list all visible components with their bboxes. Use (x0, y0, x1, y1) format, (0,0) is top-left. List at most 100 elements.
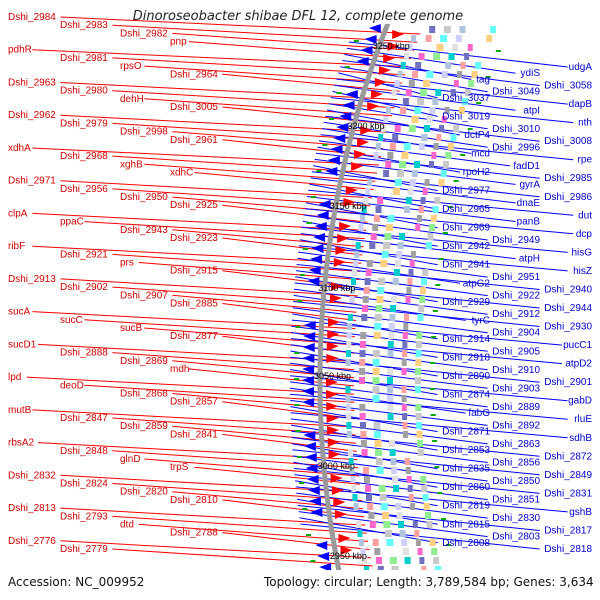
gene-label[interactable]: Dshi_2941 (442, 260, 490, 271)
gene-label[interactable]: tyrC (472, 315, 490, 326)
gene-label[interactable]: Dshi_2998 (120, 127, 168, 138)
gene-label[interactable]: Dshi_2942 (442, 241, 490, 252)
gene-label[interactable]: hisZ (573, 266, 592, 277)
gene-label[interactable]: Dshi_2965 (442, 204, 490, 215)
gene-label[interactable]: sdhB (569, 433, 592, 444)
gene-label[interactable]: Dshi_2889 (492, 402, 540, 413)
gene-label[interactable]: Dshi_2849 (544, 470, 592, 481)
gene-label[interactable]: atpH (519, 254, 540, 265)
gene-label[interactable]: Dshi_2810 (170, 495, 218, 506)
gene-label[interactable]: Dshi_2910 (492, 365, 540, 376)
gene-label[interactable]: Dshi_2779 (60, 544, 108, 555)
gene-label[interactable]: Dshi_2922 (492, 291, 540, 302)
gene-label[interactable]: Dshi_3037 (442, 93, 490, 104)
gene-label[interactable]: Dshi_2872 (544, 451, 592, 462)
gene-label[interactable]: dtd (120, 519, 134, 530)
gene-label[interactable]: Dshi_2963 (8, 78, 56, 89)
gene-label[interactable]: Dshi_2971 (8, 176, 56, 187)
gene-label[interactable]: Dshi_2913 (8, 274, 56, 285)
gene-label[interactable]: deoD (60, 380, 84, 391)
gene-label[interactable]: gshB (569, 507, 592, 518)
gene-label[interactable]: Dshi_3058 (544, 81, 592, 92)
gene-label[interactable]: rbsA2 (8, 438, 35, 449)
gene-label[interactable]: Dshi_2860 (442, 482, 490, 493)
gene-label[interactable]: ribF (8, 241, 25, 252)
gene-label[interactable]: pucC1 (563, 340, 592, 351)
gene-label[interactable]: Dshi_2848 (60, 446, 108, 457)
gene-label[interactable]: lpd (8, 372, 21, 383)
gene-label[interactable]: Dshi_3019 (442, 111, 490, 122)
gene-label[interactable]: Dshi_2961 (170, 135, 218, 146)
gene-label[interactable]: Dshi_2874 (442, 390, 490, 401)
gene-label[interactable]: tag (476, 74, 490, 85)
gene-label[interactable]: mdh (170, 364, 189, 375)
gene-label[interactable]: dehH (120, 94, 144, 105)
gene-label[interactable]: Dshi_2815 (442, 519, 490, 530)
gene-label[interactable]: xdhA (8, 143, 31, 154)
gene-label[interactable]: Dshi_2819 (442, 501, 490, 512)
gene-label[interactable]: Dshi_2981 (60, 53, 108, 64)
gene-label[interactable]: sucD1 (8, 339, 37, 350)
gene-label[interactable]: glnD (120, 454, 141, 465)
gene-label[interactable]: Dshi_2835 (442, 464, 490, 475)
gene-label[interactable]: dcp (576, 229, 593, 240)
gene-label[interactable]: gyrA (519, 179, 540, 190)
gene-label[interactable]: Dshi_2850 (492, 476, 540, 487)
gene-label[interactable]: Dshi_3049 (492, 87, 540, 98)
gene-label[interactable]: Dshi_2980 (60, 86, 108, 97)
gene-label[interactable]: dctP4 (464, 130, 490, 141)
gene-label[interactable]: Dshi_2996 (492, 142, 540, 153)
gene-label[interactable]: mutB (8, 405, 32, 416)
gene-label[interactable]: Dshi_2985 (544, 173, 592, 184)
gene-label[interactable]: ydiS (521, 68, 541, 79)
gene-label[interactable]: Dshi_2979 (60, 118, 108, 129)
gene-label[interactable]: panB (517, 217, 541, 228)
gene-label[interactable]: rluE (574, 414, 592, 425)
gene-label[interactable]: Dshi_2905 (492, 346, 540, 357)
gene-label[interactable]: Dshi_2929 (442, 297, 490, 308)
gene-label[interactable]: Dshi_2950 (120, 192, 168, 203)
gene-label[interactable]: clpA (8, 208, 28, 219)
gene-label[interactable]: nth (578, 118, 592, 129)
gene-label[interactable]: Dshi_2885 (170, 299, 218, 310)
gene-label[interactable]: Dshi_2982 (120, 28, 168, 39)
gene-label[interactable]: Dshi_2986 (544, 192, 592, 203)
gene-label[interactable]: Dshi_2902 (60, 282, 108, 293)
gene-label[interactable]: Dshi_2824 (60, 479, 108, 490)
gene-label[interactable]: Dshi_2969 (442, 223, 490, 234)
gene-label[interactable]: atpI (523, 105, 540, 116)
gene-label[interactable]: Dshi_2856 (492, 458, 540, 469)
gene-label[interactable]: Dshi_2877 (170, 331, 218, 342)
gene-label[interactable]: Dshi_2803 (492, 532, 540, 543)
gene-label[interactable]: Dshi_2914 (442, 334, 490, 345)
gene-label[interactable]: Dshi_2788 (170, 528, 218, 539)
gene-label[interactable]: Dshi_2857 (170, 397, 218, 408)
gene-label[interactable]: fabG (468, 408, 490, 419)
gene-label[interactable]: prs (120, 258, 134, 269)
gene-label[interactable]: fadD1 (513, 161, 540, 172)
gene-label[interactable]: xghB (120, 159, 143, 170)
gene-label[interactable]: Dshi_2904 (492, 328, 540, 339)
gene-label[interactable]: Dshi_2921 (60, 249, 108, 260)
gene-label[interactable]: rpsO (120, 61, 142, 72)
gene-label[interactable]: Dshi_2888 (60, 348, 108, 359)
gene-label[interactable]: udgA (569, 62, 593, 73)
gene-label[interactable]: Dshi_2818 (544, 544, 592, 555)
gene-label[interactable]: Dshi_2915 (170, 266, 218, 277)
gene-label[interactable]: Dshi_2820 (120, 487, 168, 498)
gene-label[interactable]: gabD (568, 396, 592, 407)
gene-label[interactable]: atpD2 (565, 359, 592, 370)
gene-label[interactable]: dut (578, 210, 592, 221)
gene-label[interactable]: Dshi_2859 (120, 421, 168, 432)
gene-label[interactable]: Dshi_2940 (544, 285, 592, 296)
gene-label[interactable]: Dshi_2831 (544, 488, 592, 499)
gene-label[interactable]: trpS (170, 462, 189, 473)
gene-label[interactable]: Dshi_2943 (120, 225, 168, 236)
gene-label[interactable]: Dshi_2918 (442, 352, 490, 363)
gene-label[interactable]: Dshi_2951 (492, 272, 540, 283)
gene-label[interactable]: Dshi_2907 (120, 290, 168, 301)
gene-label[interactable]: sucB (120, 323, 143, 334)
gene-label[interactable]: pnp (170, 37, 187, 48)
gene-label[interactable]: Dshi_2813 (8, 503, 56, 514)
gene-label[interactable]: Dshi_2830 (492, 513, 540, 524)
